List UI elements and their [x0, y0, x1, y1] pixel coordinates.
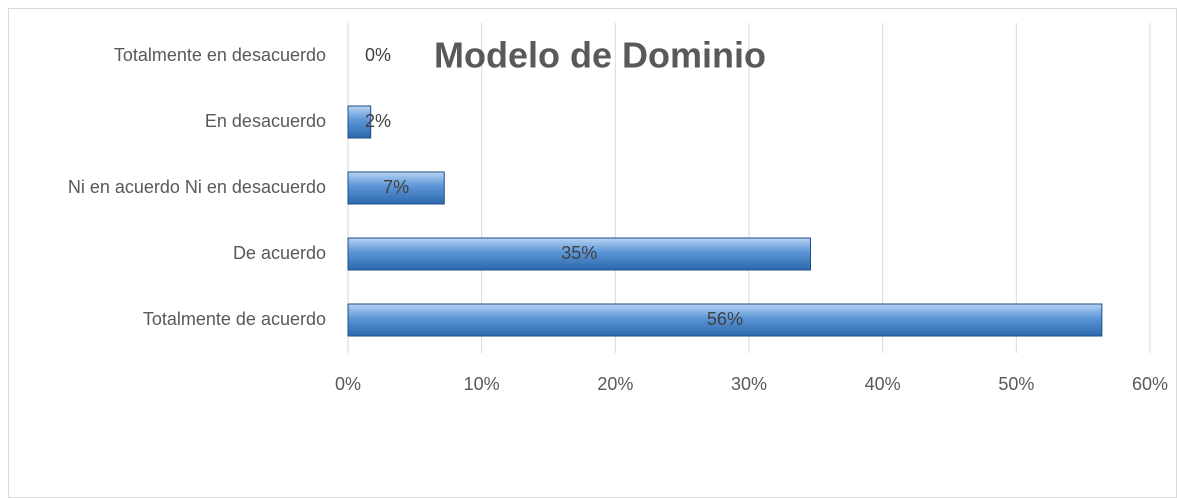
x-tick-label: 50%	[998, 374, 1034, 394]
y-tick-label: En desacuerdo	[205, 111, 326, 131]
y-tick-label: De acuerdo	[233, 243, 326, 263]
x-tick-label: 20%	[597, 374, 633, 394]
bar	[347, 105, 372, 139]
bar	[347, 303, 1103, 337]
data-label: 7%	[383, 177, 409, 197]
y-tick-label: Totalmente de acuerdo	[143, 309, 326, 329]
bar	[347, 171, 445, 205]
x-tick-label: 10%	[464, 374, 500, 394]
x-tick-label: 30%	[731, 374, 767, 394]
data-label: 35%	[561, 243, 597, 263]
y-tick-label: Ni en acuerdo Ni en desacuerdo	[68, 177, 326, 197]
x-tick-label: 0%	[335, 374, 361, 394]
x-tick-label: 40%	[865, 374, 901, 394]
y-tick-label: Totalmente en desacuerdo	[114, 45, 326, 65]
data-label: 56%	[707, 309, 743, 329]
bar	[347, 237, 811, 271]
chart-title: Modelo de Dominio	[434, 35, 766, 76]
data-label: 2%	[365, 111, 391, 131]
data-label: 0%	[365, 45, 391, 65]
x-tick-label: 60%	[1132, 374, 1168, 394]
